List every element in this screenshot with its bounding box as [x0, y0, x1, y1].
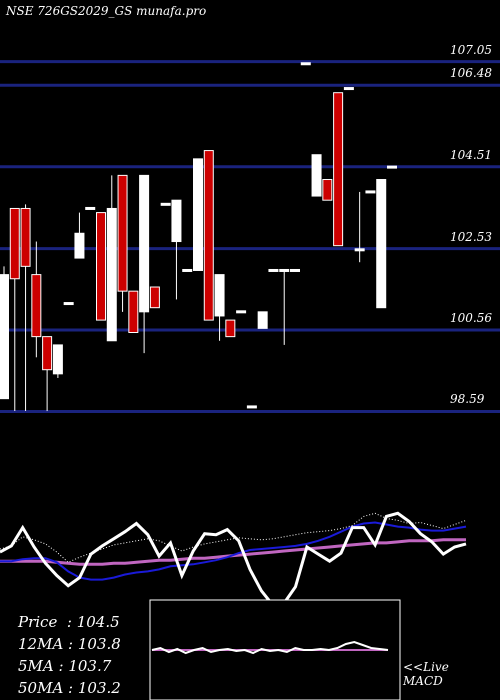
- candle-body: [74, 232, 85, 259]
- ma-blue-line: [0, 521, 467, 581]
- candle-body: [20, 207, 31, 267]
- candle-body: [96, 212, 106, 321]
- candle-body: [290, 268, 300, 272]
- candle-body: [333, 92, 344, 247]
- candle-body: [214, 274, 225, 317]
- chart-title: NSE 726GS2029_GS munafa.pro: [6, 4, 207, 18]
- candle-body: [182, 268, 193, 272]
- candle-body: [354, 248, 365, 252]
- candle-body: [52, 344, 63, 375]
- price-level-label: 100.56: [450, 311, 492, 326]
- stat-price: Price : 104.5: [18, 613, 120, 631]
- candle-body: [160, 202, 171, 206]
- candle-body: [193, 158, 203, 271]
- price-level-label: 104.51: [450, 147, 492, 162]
- candle-body: [128, 290, 139, 333]
- macd-lines: [151, 640, 389, 655]
- candle-body: [149, 286, 160, 309]
- macd-label: MACD: [403, 674, 443, 688]
- candle-body: [376, 179, 387, 309]
- candle-body: [42, 336, 53, 371]
- candle-body: [236, 310, 247, 314]
- candle-body: [0, 274, 9, 400]
- candle-body: [343, 87, 354, 91]
- stat-5ma: 5MA : 103.7: [18, 657, 112, 675]
- candle-body: [311, 154, 322, 197]
- candle-body: [203, 150, 214, 321]
- candle-body: [322, 179, 333, 201]
- indicator-panel: [0, 511, 467, 607]
- candle-body: [171, 199, 182, 243]
- price-level-label: 102.53: [450, 229, 492, 244]
- price-level-label: 107.05: [450, 42, 492, 57]
- candle-body: [31, 274, 42, 338]
- oscillator-line: [0, 511, 467, 607]
- macd-line: [151, 640, 389, 655]
- candle-body: [257, 311, 268, 329]
- candle-body: [9, 207, 20, 280]
- stat-12ma: 12MA : 103.8: [18, 635, 121, 653]
- live-label: <<Live: [403, 660, 449, 674]
- candle-body: [117, 174, 128, 292]
- candle-body: [85, 206, 96, 210]
- candle-body: [106, 207, 117, 342]
- candle-body: [225, 319, 236, 338]
- stat-50ma: 50MA : 103.2: [18, 679, 121, 697]
- candle-body: [268, 268, 279, 272]
- candle-body: [246, 405, 257, 409]
- ma-purple-line: [0, 538, 466, 566]
- candle-body: [63, 302, 74, 306]
- candle-body: [387, 165, 397, 169]
- price-level-label: 98.59: [450, 392, 485, 407]
- price-level-label: 106.48: [450, 66, 492, 81]
- candle-body: [365, 190, 376, 194]
- candles: [0, 62, 397, 412]
- candle-body: [300, 62, 311, 66]
- candle-body: [139, 174, 150, 313]
- candle-body: [279, 268, 290, 272]
